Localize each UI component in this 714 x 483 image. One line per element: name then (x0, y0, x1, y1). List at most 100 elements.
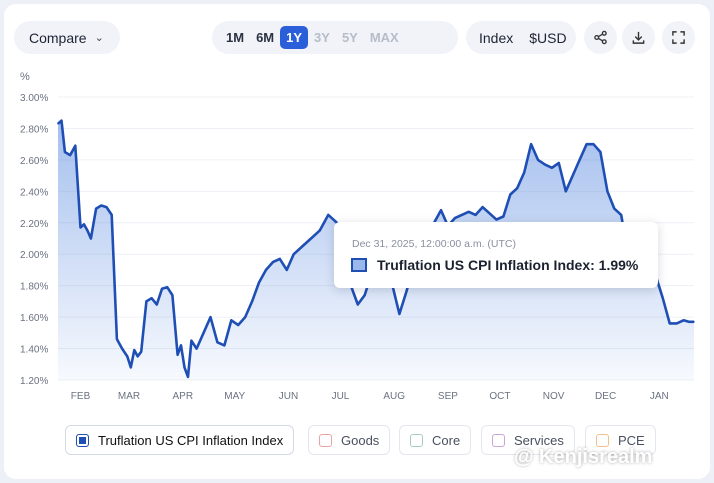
legend-label: PCE (618, 432, 645, 448)
y-axis-unit: % (20, 71, 30, 83)
data-point (279, 258, 281, 260)
checkbox-icon (492, 433, 505, 447)
compare-label: Compare (29, 29, 87, 46)
fullscreen-button[interactable] (662, 21, 695, 54)
data-point (286, 269, 288, 271)
data-point (100, 204, 103, 207)
data-point (474, 214, 477, 216)
data-point (398, 313, 401, 315)
data-point (682, 319, 685, 322)
data-point (440, 209, 442, 211)
legend-label: Core (432, 432, 461, 448)
checkbox-icon (596, 433, 609, 447)
data-point (64, 151, 66, 153)
data-point (251, 300, 253, 303)
x-tick-label: JUN (279, 391, 298, 402)
data-point (121, 347, 123, 350)
chart-tooltip: Dec 31, 2025, 12:00:00 a.m. (UTC) Trufla… (334, 222, 658, 288)
x-tick-label: JAN (650, 391, 669, 402)
legend-item-cpi[interactable]: Truflation US CPI Inflation Index (65, 425, 295, 455)
data-point (461, 214, 463, 216)
data-point (405, 291, 408, 293)
legend-label: Goods (341, 432, 380, 448)
legend-item-core[interactable]: Core (399, 425, 472, 455)
data-point (675, 322, 678, 325)
data-point (244, 316, 246, 318)
data-point (578, 159, 581, 161)
data-point (190, 339, 193, 342)
legend-item-services[interactable]: Services (481, 425, 575, 455)
tooltip-date: Dec 31, 2025, 12:00:00 a.m. (UTC) (352, 238, 516, 250)
data-point (69, 154, 71, 156)
range-selector: 1M 6M 1Y 3Y 5Y MAX (212, 21, 458, 54)
data-point (95, 207, 97, 210)
data-point (606, 190, 609, 193)
data-point (454, 217, 456, 219)
data-point (116, 338, 118, 340)
range-max-button[interactable]: MAX (369, 30, 399, 45)
tooltip-swatch (351, 258, 367, 272)
index-toggle[interactable]: Index (479, 29, 514, 46)
download-icon (632, 31, 645, 44)
data-point (183, 366, 186, 369)
y-tick-label: 1.80% (20, 282, 48, 293)
data-point (327, 214, 330, 216)
data-point (301, 245, 304, 248)
data-point (502, 215, 505, 218)
data-point (110, 214, 113, 216)
data-point (272, 261, 274, 263)
data-point (693, 321, 695, 323)
legend-label: Services (514, 432, 564, 448)
share-button[interactable] (584, 21, 617, 54)
chevron-down-icon: ⌄ (94, 32, 104, 44)
data-point (166, 286, 168, 289)
x-tick-label: SEP (438, 391, 458, 402)
range-6m-button[interactable]: 6M (256, 30, 275, 45)
range-1y-button[interactable]: 1Y (280, 26, 309, 49)
y-tick-label: 2.60% (20, 156, 48, 167)
series-area (58, 120, 694, 380)
data-point (133, 349, 136, 351)
data-point (592, 143, 595, 145)
download-button[interactable] (622, 21, 655, 54)
data-point (140, 350, 142, 353)
data-point (171, 294, 174, 296)
data-point (180, 344, 182, 347)
data-point (688, 321, 690, 323)
range-1m-button[interactable]: 1M (226, 30, 245, 45)
x-tick-label: AUG (383, 391, 405, 402)
checkbox-icon (319, 433, 332, 447)
data-point (265, 269, 267, 271)
fullscreen-icon (672, 31, 685, 44)
tooltip-row: Truflation US CPI Inflation Index: 1.99% (351, 257, 638, 273)
data-point (523, 171, 525, 174)
data-point (509, 193, 512, 196)
data-point (530, 143, 532, 145)
watermark-text: @ Kenjisrealm (514, 446, 653, 468)
data-point (136, 355, 139, 358)
data-point (202, 332, 205, 334)
data-point (86, 229, 89, 232)
x-tick-label: NOV (543, 391, 565, 402)
compare-dropdown[interactable]: Compare ⌄ (14, 21, 120, 54)
data-point (668, 322, 671, 325)
range-3y-button[interactable]: 3Y (314, 30, 330, 45)
data-point (150, 297, 153, 300)
data-point (83, 223, 85, 226)
data-point (551, 167, 553, 169)
data-point (130, 366, 132, 369)
range-5y-button[interactable]: 5Y (341, 30, 358, 45)
data-point (237, 324, 239, 326)
legend-item-pce[interactable]: PCE (585, 425, 656, 455)
y-tick-label: 1.20% (20, 376, 48, 387)
data-point (495, 218, 498, 221)
legend-item-goods[interactable]: Goods (308, 425, 391, 455)
share-icon (594, 30, 607, 45)
usd-toggle[interactable]: $USD (529, 29, 567, 46)
data-point (90, 237, 92, 240)
data-point (544, 163, 546, 166)
data-point (481, 206, 484, 208)
data-point (613, 207, 616, 210)
data-point (57, 122, 59, 125)
